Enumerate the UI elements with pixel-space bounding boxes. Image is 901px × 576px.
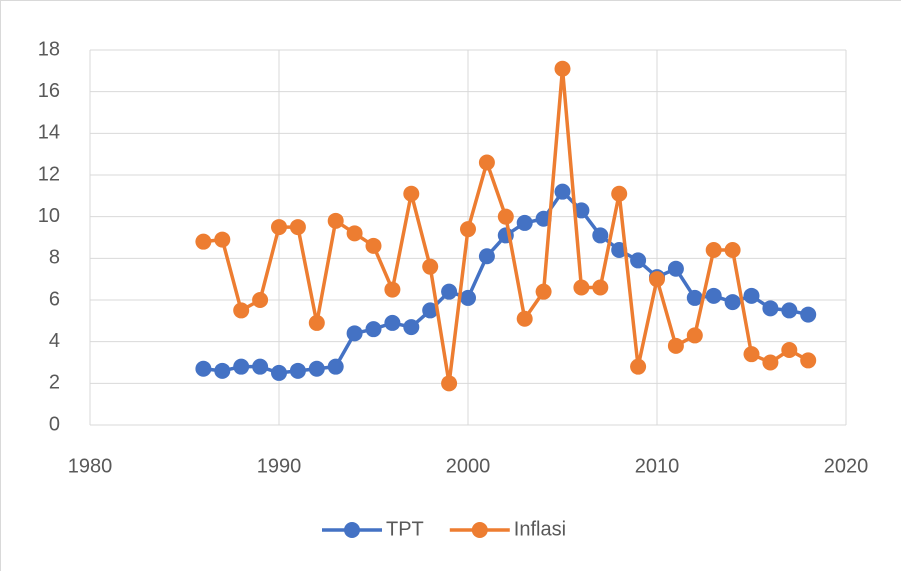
point — [366, 238, 382, 254]
point — [309, 361, 325, 377]
point — [460, 290, 476, 306]
point — [366, 321, 382, 337]
point — [441, 284, 457, 300]
point — [384, 315, 400, 331]
point — [441, 375, 457, 391]
point — [611, 186, 627, 202]
point — [630, 252, 646, 268]
point — [555, 184, 571, 200]
point — [573, 280, 589, 296]
point — [347, 225, 363, 241]
point — [195, 234, 211, 250]
point — [517, 215, 533, 231]
point — [762, 300, 778, 316]
point — [649, 271, 665, 287]
point — [725, 242, 741, 258]
point — [744, 346, 760, 362]
y-tick-label: 10 — [38, 205, 60, 227]
point — [706, 288, 722, 304]
legend-label: TPT — [386, 518, 424, 540]
legend-marker — [472, 522, 488, 538]
point — [800, 307, 816, 323]
x-tick-label: 2000 — [446, 455, 491, 477]
point — [309, 315, 325, 331]
x-tick-label: 1990 — [257, 455, 302, 477]
point — [403, 186, 419, 202]
point — [271, 365, 287, 381]
point — [403, 319, 419, 335]
point — [214, 232, 230, 248]
point — [347, 325, 363, 341]
y-tick-label: 6 — [49, 288, 60, 310]
point — [781, 302, 797, 318]
point — [536, 284, 552, 300]
point — [479, 248, 495, 264]
point — [555, 61, 571, 77]
point — [252, 292, 268, 308]
point — [668, 338, 684, 354]
point — [706, 242, 722, 258]
point — [460, 221, 476, 237]
point — [422, 259, 438, 275]
point — [195, 361, 211, 377]
point — [744, 288, 760, 304]
y-tick-label: 4 — [49, 330, 60, 352]
point — [271, 219, 287, 235]
point — [479, 155, 495, 171]
point — [384, 282, 400, 298]
point — [328, 213, 344, 229]
point — [233, 359, 249, 375]
point — [592, 227, 608, 243]
y-tick-label: 8 — [49, 247, 60, 269]
point — [517, 311, 533, 327]
point — [290, 363, 306, 379]
legend-label: Inflasi — [514, 518, 566, 540]
y-tick-label: 18 — [38, 38, 60, 60]
point — [252, 359, 268, 375]
point — [498, 209, 514, 225]
x-tick-label: 2020 — [824, 455, 869, 477]
y-tick-label: 16 — [38, 80, 60, 102]
y-tick-label: 12 — [38, 163, 60, 185]
point — [290, 219, 306, 235]
legend-marker — [344, 522, 360, 538]
point — [214, 363, 230, 379]
point — [328, 359, 344, 375]
y-tick-label: 0 — [49, 413, 60, 435]
y-tick-label: 2 — [49, 372, 60, 394]
x-tick-label: 1980 — [68, 455, 113, 477]
point — [630, 359, 646, 375]
point — [800, 352, 816, 368]
point — [687, 327, 703, 343]
x-tick-label: 2010 — [635, 455, 680, 477]
point — [762, 355, 778, 371]
y-tick-label: 14 — [38, 122, 60, 144]
point — [233, 302, 249, 318]
point — [781, 342, 797, 358]
point — [592, 280, 608, 296]
point — [668, 261, 684, 277]
point — [725, 294, 741, 310]
